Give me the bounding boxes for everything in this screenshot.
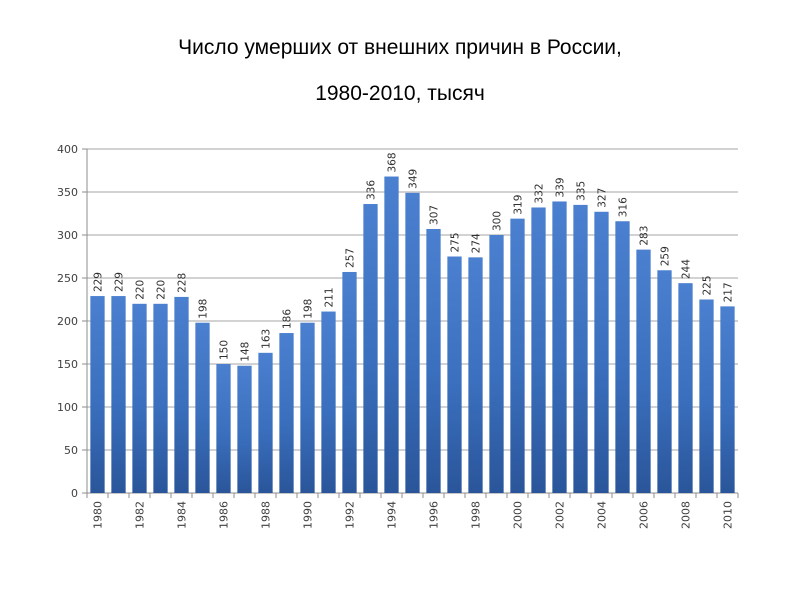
bar: [321, 311, 336, 493]
data-label: 228: [177, 273, 189, 293]
bar: [258, 352, 273, 493]
bar: [216, 364, 231, 493]
data-label: 186: [282, 309, 294, 329]
y-tick-label: 150: [57, 358, 78, 371]
data-label: 332: [534, 183, 546, 203]
x-tick-label: 1980: [92, 501, 105, 529]
bar: [531, 207, 546, 494]
x-tick-label: 1998: [470, 501, 483, 529]
data-label: 150: [219, 340, 231, 360]
data-label: 198: [198, 299, 210, 319]
data-label: 217: [723, 282, 735, 302]
chart-title-line1: Число умерших от внешних причин в России…: [178, 36, 622, 59]
chart-title-line2: 1980-2010, тысяч: [315, 82, 485, 105]
bar: [174, 296, 189, 493]
y-tick-label: 0: [71, 487, 78, 500]
x-tick-label: 1984: [176, 501, 189, 529]
bar: [720, 306, 735, 493]
bars: [90, 176, 735, 494]
bar: [510, 218, 525, 493]
x-tick-label: 2006: [638, 501, 651, 529]
bar: [594, 211, 609, 493]
bar: [426, 228, 441, 494]
bar: [405, 192, 420, 494]
data-label: 327: [597, 188, 609, 208]
data-label: 229: [114, 272, 126, 292]
data-label: 316: [618, 197, 630, 217]
x-tick-label: 2010: [722, 501, 735, 529]
data-label: 339: [555, 177, 567, 197]
data-label: 300: [492, 211, 504, 231]
data-label: 148: [240, 342, 252, 362]
y-tick-label: 400: [57, 143, 78, 156]
bar: [573, 204, 588, 493]
bar: [552, 201, 567, 493]
data-label: 163: [261, 329, 273, 349]
x-tick-label: 1990: [302, 501, 315, 529]
data-label: 368: [387, 152, 399, 172]
bar: [342, 271, 357, 493]
x-tick-label: 1996: [428, 501, 441, 529]
x-tick-label: 2002: [554, 501, 567, 529]
data-label: 198: [303, 299, 315, 319]
data-label: 220: [156, 280, 168, 300]
x-tick-label: 1994: [386, 501, 399, 529]
y-tick-label: 300: [57, 229, 78, 242]
data-label: 259: [660, 246, 672, 266]
bar: [237, 365, 252, 493]
bar: [489, 235, 504, 493]
bar: [300, 322, 315, 493]
data-label: 275: [450, 232, 462, 252]
y-tick-label: 50: [64, 444, 78, 457]
bar: [657, 270, 672, 493]
x-axis-ticks: 1980 1982 1984 1986 1988 1990 1992 1994 1996 1998…: [92, 501, 735, 529]
y-tick-label: 100: [57, 401, 78, 414]
x-tick-label: 1986: [218, 501, 231, 529]
bar: [90, 296, 105, 493]
y-tick-label: 350: [57, 186, 78, 199]
x-tick-label: 1988: [260, 501, 273, 529]
y-axis-ticks: 0 50 100 150 200 250 300 350 400: [57, 143, 78, 500]
bar: [279, 333, 294, 493]
bar: [363, 204, 378, 494]
data-label: 274: [471, 233, 483, 253]
data-label: 257: [345, 248, 357, 268]
data-labels: 229 229 220 220 228 198 150 148 163 186 198 211 257 3…: [93, 152, 735, 361]
bar: [699, 299, 714, 493]
bar: [195, 322, 210, 493]
data-label: 211: [324, 287, 336, 307]
x-tick-label: 1982: [134, 501, 147, 529]
bar: [468, 257, 483, 493]
x-tick-label: 2008: [680, 501, 693, 529]
x-tick-label: 1992: [344, 501, 357, 529]
data-label: 349: [408, 169, 420, 189]
x-tick-label: 2004: [596, 501, 609, 529]
data-label: 244: [681, 259, 693, 279]
bar: [636, 249, 651, 493]
data-label: 283: [639, 226, 651, 246]
data-label: 220: [135, 280, 147, 300]
bar: [615, 221, 630, 494]
bar: [678, 283, 693, 493]
bar: [384, 176, 399, 493]
y-tick-label: 250: [57, 272, 78, 285]
data-label: 229: [93, 272, 105, 292]
bar: [447, 256, 462, 493]
x-tick-label: 2000: [512, 501, 525, 529]
bar: [111, 296, 126, 493]
y-tick-label: 200: [57, 315, 78, 328]
data-label: 336: [366, 180, 378, 200]
data-label: 307: [429, 205, 441, 225]
data-label: 225: [702, 275, 714, 295]
bar: [153, 303, 168, 493]
data-label: 319: [513, 195, 525, 215]
bar: [132, 303, 147, 493]
data-label: 335: [576, 181, 588, 201]
